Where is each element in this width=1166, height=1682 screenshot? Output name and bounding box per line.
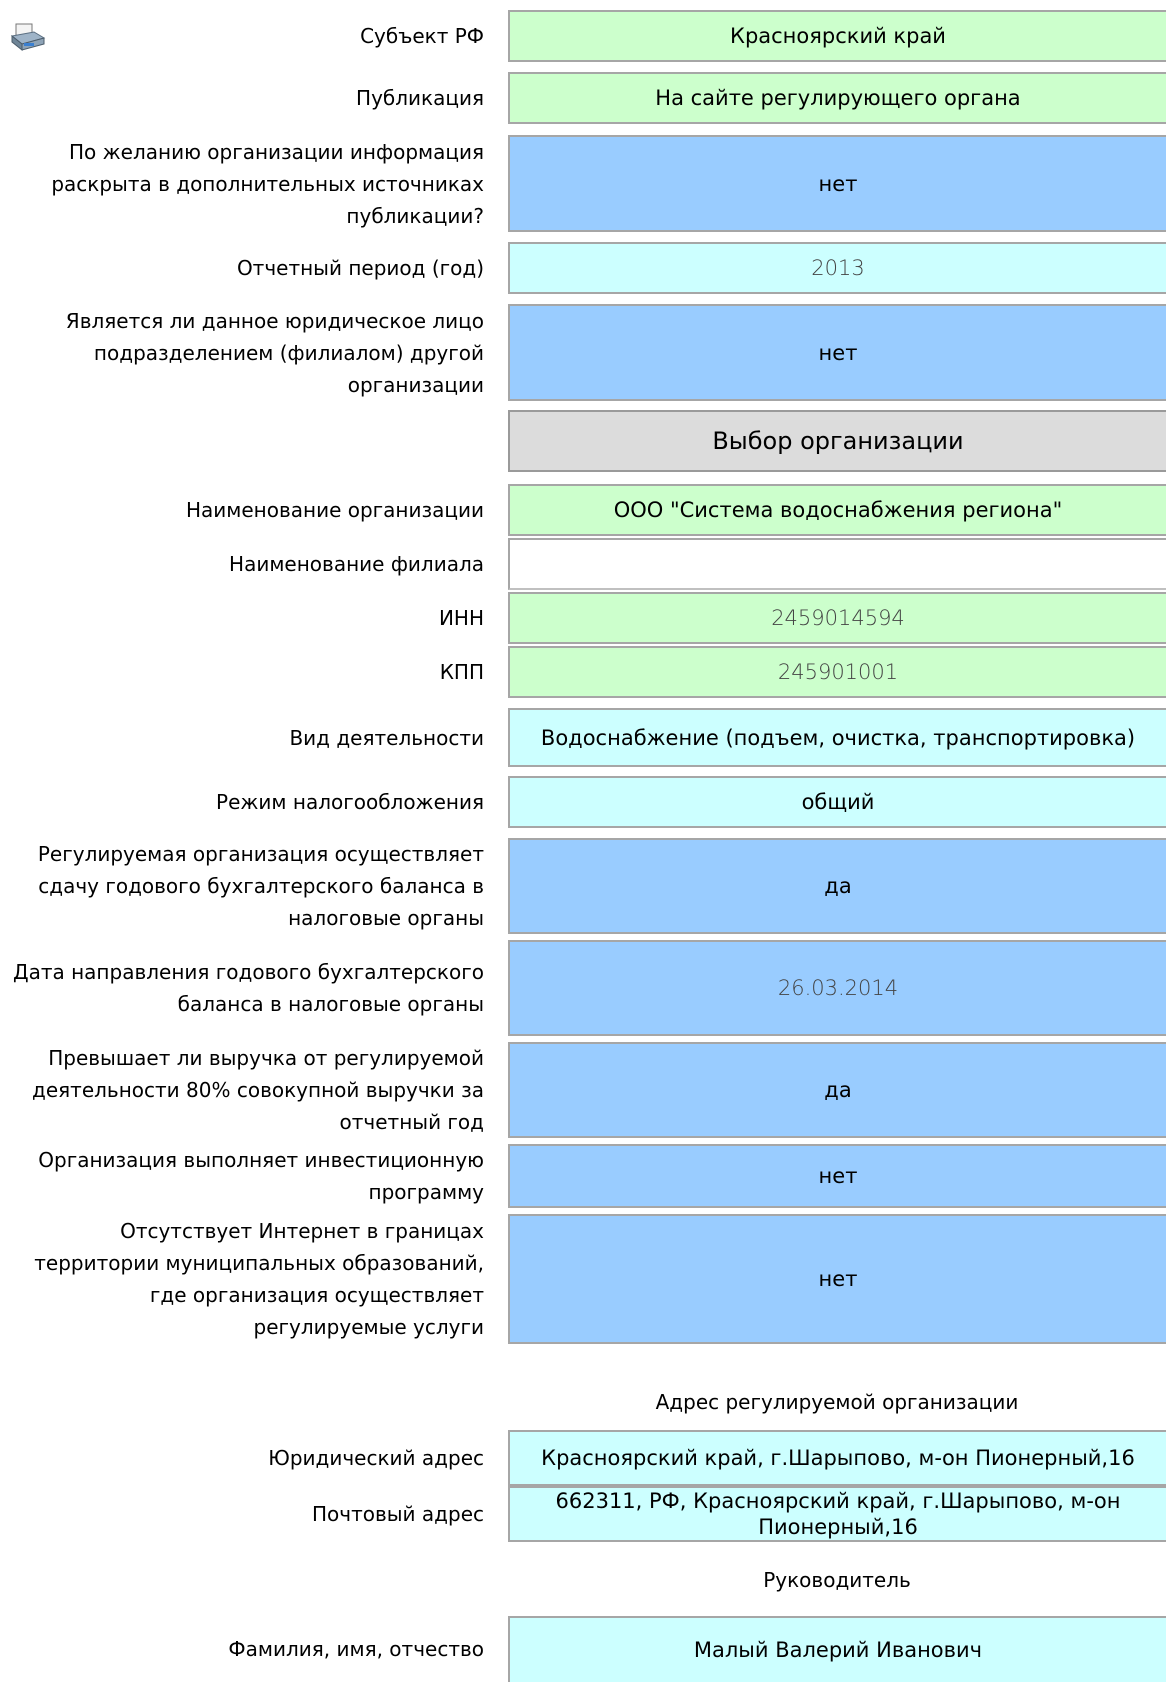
row-postal-address: Почтовый адрес 662311, РФ, Красноярский … — [0, 1486, 1166, 1542]
row-extra-sources: По желанию организации информация раскры… — [0, 135, 1166, 232]
kpp-value[interactable]: 245901001 — [508, 646, 1166, 698]
printer-icon[interactable] — [10, 22, 46, 54]
row-org-name: Наименование организации ООО "Система во… — [0, 484, 1166, 536]
row-balance-date: Дата направления годового бухгалтерского… — [0, 940, 1166, 1036]
activity-label: Вид деятельности — [289, 725, 484, 750]
row-head-name: Фамилия, имя, отчество Малый Валерий Ива… — [0, 1616, 1166, 1682]
address-section-title: Адрес регулируемой организации — [655, 1390, 1019, 1414]
head-name-value[interactable]: Малый Валерий Иванович — [508, 1616, 1166, 1682]
postal-address-value[interactable]: 662311, РФ, Красноярский край, г.Шарыпов… — [508, 1486, 1166, 1542]
row-internet: Отсутствует Интернет в границах территор… — [0, 1214, 1166, 1344]
head-section-title: Руководитель — [763, 1568, 911, 1592]
row-kpp: КПП 245901001 — [0, 646, 1166, 698]
branch-value[interactable]: нет — [508, 304, 1166, 401]
balance-label: Регулируемая организация осуществляет сд… — [37, 842, 484, 930]
row-invest: Организация выполняет инвестиционную про… — [0, 1144, 1166, 1208]
branch-name-value[interactable] — [508, 538, 1166, 590]
row-branch-name: Наименование филиала — [0, 538, 1166, 590]
extra-sources-label: По желанию организации информация раскры… — [51, 139, 484, 228]
select-organization-button[interactable]: Выбор организации — [508, 410, 1166, 472]
publication-value[interactable]: На сайте регулирующего органа — [508, 72, 1166, 124]
legal-address-label: Юридический адрес — [268, 1446, 484, 1470]
row-inn: ИНН 2459014594 — [0, 592, 1166, 644]
postal-address-label: Почтовый адрес — [312, 1502, 484, 1526]
inn-value[interactable]: 2459014594 — [508, 592, 1166, 644]
row-tax: Режим налогообложения общий — [0, 776, 1166, 828]
invest-value[interactable]: нет — [508, 1144, 1166, 1208]
revenue-label: Превышает ли выручка от регулируемой дея… — [32, 1046, 484, 1134]
row-legal-address: Юридический адрес Красноярский край, г.Ш… — [0, 1430, 1166, 1486]
internet-value[interactable]: нет — [508, 1214, 1166, 1344]
publication-label: Публикация — [356, 86, 484, 110]
subject-label: Субъект РФ — [360, 24, 484, 48]
row-select-org: Выбор организации — [0, 410, 1166, 472]
extra-sources-value[interactable]: нет — [508, 135, 1166, 232]
legal-address-value[interactable]: Красноярский край, г.Шарыпово, м-он Пион… — [508, 1430, 1166, 1486]
invest-label: Организация выполняет инвестиционную про… — [38, 1148, 484, 1204]
balance-date-label: Дата направления годового бухгалтерского… — [12, 960, 484, 1016]
period-value[interactable]: 2013 — [508, 242, 1166, 294]
revenue-value[interactable]: да — [508, 1042, 1166, 1138]
row-branch: Является ли данное юридическое лицо подр… — [0, 304, 1166, 401]
head-name-label: Фамилия, имя, отчество — [228, 1637, 484, 1661]
tax-label: Режим налогообложения — [216, 790, 484, 814]
branch-name-label: Наименование филиала — [229, 552, 484, 576]
row-publication: Публикация На сайте регулирующего органа — [0, 72, 1166, 124]
internet-label: Отсутствует Интернет в границах территор… — [34, 1219, 484, 1339]
org-name-value[interactable]: ООО "Система водоснабжения региона" — [508, 484, 1166, 536]
row-activity: Вид деятельности Водоснабжение (подъем, … — [0, 708, 1166, 767]
balance-value[interactable]: да — [508, 838, 1166, 934]
tax-value[interactable]: общий — [508, 776, 1166, 828]
row-subject: Субъект РФ Красноярский край — [0, 10, 1166, 62]
row-revenue: Превышает ли выручка от регулируемой дея… — [0, 1042, 1166, 1138]
activity-value[interactable]: Водоснабжение (подъем, очистка, транспор… — [508, 708, 1166, 767]
subject-value[interactable]: Красноярский край — [508, 10, 1166, 62]
row-balance: Регулируемая организация осуществляет сд… — [0, 838, 1166, 934]
balance-date-value[interactable]: 26.03.2014 — [508, 940, 1166, 1036]
branch-label: Является ли данное юридическое лицо подр… — [65, 308, 484, 397]
row-period: Отчетный период (год) 2013 — [0, 242, 1166, 294]
org-name-label: Наименование организации — [185, 498, 484, 522]
period-label: Отчетный период (год) — [236, 256, 484, 280]
inn-label: ИНН — [438, 606, 484, 630]
kpp-label: КПП — [439, 660, 484, 684]
